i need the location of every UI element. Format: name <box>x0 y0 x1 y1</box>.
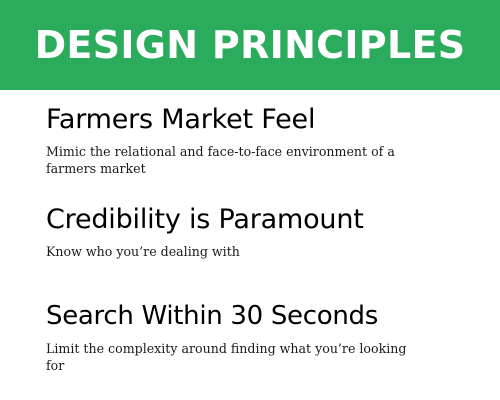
title-banner: DESIGN PRINCIPLES <box>0 0 500 90</box>
principle-item: Credibility is Paramount Know who you’re… <box>46 204 486 260</box>
principle-description: Mimic the relational and face-to-face en… <box>46 144 395 177</box>
principle-item: Farmers Market Feel Mimic the relational… <box>46 104 486 178</box>
principle-description: Limit the complexity around finding what… <box>46 340 407 374</box>
principle-heading: Credibility is Paramount <box>46 204 364 235</box>
page-title: DESIGN PRINCIPLES <box>34 23 466 67</box>
principle-heading: Farmers Market Feel <box>46 104 316 135</box>
principle-item: Search Within 30 Seconds Limit the compl… <box>46 301 486 374</box>
principle-description: Know who you’re dealing with <box>46 244 240 260</box>
principle-heading: Search Within 30 Seconds <box>46 301 378 331</box>
